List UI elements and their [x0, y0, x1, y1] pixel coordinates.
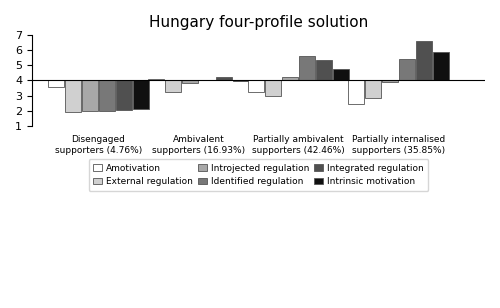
Bar — [333, 69, 349, 80]
Bar — [82, 80, 98, 111]
Bar — [65, 80, 81, 112]
Bar — [365, 80, 381, 98]
Bar — [433, 52, 449, 80]
Bar — [182, 80, 198, 83]
Bar — [48, 80, 64, 87]
Bar — [116, 80, 132, 110]
Bar — [248, 80, 264, 92]
Bar — [148, 79, 164, 80]
Bar — [399, 59, 415, 80]
Bar — [348, 80, 364, 104]
Bar — [133, 80, 149, 109]
Bar — [316, 60, 332, 80]
Bar — [165, 80, 181, 92]
Bar — [99, 80, 115, 111]
Bar — [233, 80, 249, 81]
Bar — [282, 78, 298, 80]
Legend: Amotivation, External regulation, Introjected regulation, Identified regulation,: Amotivation, External regulation, Introj… — [88, 159, 428, 191]
Bar — [299, 56, 315, 80]
Bar — [265, 80, 281, 96]
Bar — [382, 80, 398, 82]
Bar — [216, 77, 232, 80]
Title: Hungary four-profile solution: Hungary four-profile solution — [149, 15, 368, 30]
Bar — [416, 41, 432, 80]
